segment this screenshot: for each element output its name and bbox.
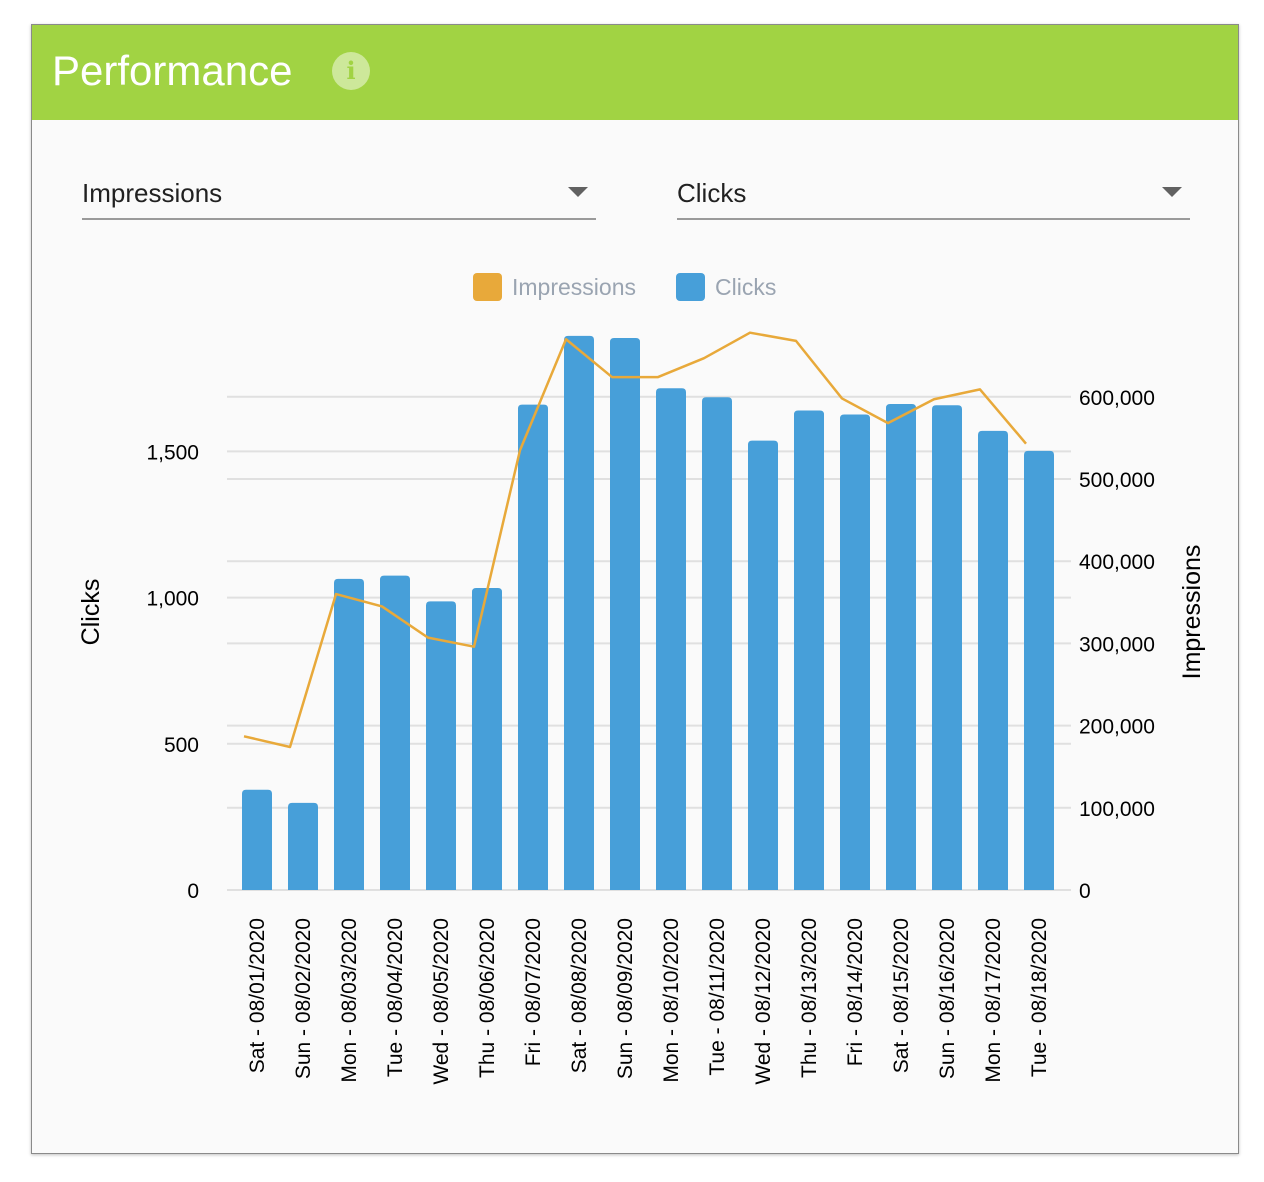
clicks-bar[interactable] (564, 335, 594, 891)
clicks-bar[interactable] (886, 404, 916, 890)
clicks-bar[interactable] (1024, 450, 1054, 890)
clicks-bars (242, 335, 1054, 891)
y-left-tick-label: 500 (164, 734, 199, 757)
x-tick-label: Sat - 08/15/2020 (890, 918, 913, 1073)
impressions-line-layer (243, 331, 1027, 749)
x-tick-label: Tue - 08/04/2020 (384, 918, 407, 1077)
legend-swatch-clicks[interactable] (676, 273, 705, 301)
chevron-down-icon (568, 187, 588, 197)
clicks-bar[interactable] (932, 405, 962, 890)
y-right-tick-label: 100,000 (1079, 798, 1155, 821)
x-tick-label: Sun - 08/16/2020 (936, 918, 959, 1079)
clicks-bar[interactable] (794, 410, 824, 890)
x-tick-label: Thu - 08/06/2020 (476, 918, 499, 1078)
x-tick-label: Mon - 08/03/2020 (338, 918, 361, 1083)
grid (227, 395, 1071, 891)
clicks-bar[interactable] (840, 414, 870, 890)
clicks-bar[interactable] (334, 578, 364, 890)
x-tick-label: Tue - 08/18/2020 (1028, 918, 1051, 1077)
x-tick-label: Sun - 08/09/2020 (614, 918, 637, 1079)
clicks-bar[interactable] (242, 789, 272, 890)
select-value: Impressions (82, 178, 223, 208)
select-value: Clicks (677, 178, 747, 208)
clicks-bar[interactable] (472, 587, 502, 890)
x-tick-label: Wed - 08/12/2020 (752, 918, 775, 1085)
clicks-bar[interactable] (426, 601, 456, 890)
card-header: Performance i (32, 25, 1238, 120)
performance-chart: 0 500 1,000 1,500 0 100,000 200,000 300,000 400,… (77, 273, 1206, 1085)
clicks-bar[interactable] (702, 397, 732, 890)
legend-label-clicks[interactable]: Clicks (715, 274, 776, 300)
clicks-bar[interactable] (610, 337, 640, 890)
clicks-bar[interactable] (656, 388, 686, 890)
card-title: Performance (52, 47, 293, 94)
x-tick-label: Fri - 08/07/2020 (522, 918, 545, 1066)
info-icon[interactable]: i (332, 52, 370, 90)
x-tick-label: Thu - 08/13/2020 (798, 918, 821, 1078)
legend-label-impressions[interactable]: Impressions (512, 274, 636, 300)
y-right-tick-label: 0 (1079, 880, 1091, 903)
y-right-tick-label: 500,000 (1079, 469, 1155, 492)
chevron-down-icon (1162, 187, 1182, 197)
clicks-bar[interactable] (518, 404, 548, 890)
legend-swatch-impressions[interactable] (473, 273, 502, 301)
y-right-tick-label: 200,000 (1079, 716, 1155, 739)
y-left-axis-title: Clicks (77, 579, 105, 646)
impressions-metric-select[interactable]: Impressions (82, 175, 596, 220)
x-tick-label: Mon - 08/10/2020 (660, 918, 683, 1083)
axes: 0 500 1,000 1,500 0 100,000 200,000 300,000 400,… (77, 387, 1206, 1085)
x-tick-label: Sun - 08/02/2020 (292, 918, 315, 1079)
performance-card: Performance i Impressions Clicks 0 500 1,0… (31, 24, 1239, 1154)
impressions-line[interactable] (243, 331, 1027, 749)
y-left-tick-label: 0 (187, 880, 199, 903)
x-tick-label: Sat - 08/01/2020 (246, 918, 269, 1073)
y-left-tick-label: 1,500 (146, 441, 199, 464)
x-tick-label: Sat - 08/08/2020 (568, 918, 591, 1073)
clicks-bar[interactable] (748, 440, 778, 890)
x-tick-label: Wed - 08/05/2020 (430, 918, 453, 1085)
y-right-tick-label: 600,000 (1079, 387, 1155, 410)
y-right-tick-label: 400,000 (1079, 551, 1155, 574)
y-right-axis-title: Impressions (1178, 545, 1206, 680)
clicks-bar[interactable] (978, 430, 1008, 890)
y-right-tick-label: 300,000 (1079, 633, 1155, 656)
clicks-bar[interactable] (380, 575, 410, 890)
x-tick-label: Fri - 08/14/2020 (844, 918, 867, 1066)
clicks-metric-select[interactable]: Clicks (677, 175, 1190, 220)
y-left-tick-label: 1,000 (146, 588, 199, 611)
legend: Impressions Clicks (473, 273, 776, 301)
clicks-bar[interactable] (288, 802, 318, 890)
x-tick-label: Mon - 08/17/2020 (982, 918, 1005, 1083)
x-tick-label: Tue - 08/11/2020 (706, 918, 729, 1076)
